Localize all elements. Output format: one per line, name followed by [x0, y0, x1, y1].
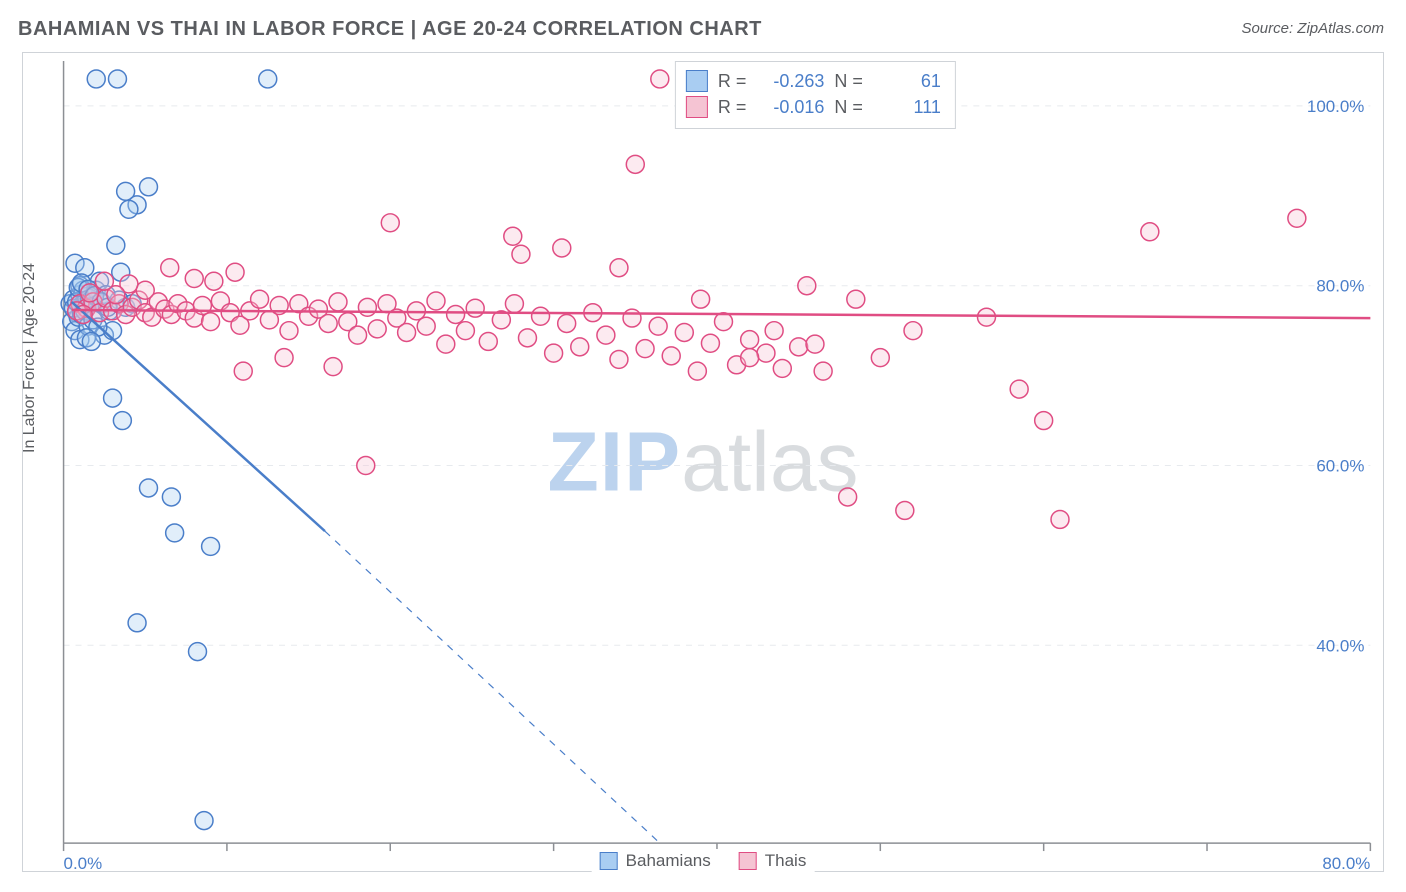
source-label: Source: ZipAtlas.com: [1241, 20, 1384, 37]
stat-N-label: N =: [834, 68, 863, 94]
swatch-bahamians-icon: [686, 70, 708, 92]
legend-label: Thais: [765, 851, 807, 871]
stat-N-label: N =: [834, 94, 863, 120]
svg-text:40.0%: 40.0%: [1316, 636, 1364, 655]
stats-box: R = -0.263 N = 61 R = -0.016 N = 111: [675, 61, 956, 129]
chart-title: BAHAMIAN VS THAI IN LABOR FORCE | AGE 20…: [18, 18, 762, 41]
scatter-plot-svg: 40.0% 60.0% 80.0% 100.0% 0.0% 80.0%: [23, 53, 1383, 871]
stat-R-label: R =: [718, 68, 747, 94]
legend: Bahamians Thais: [592, 849, 815, 873]
swatch-thais-icon: [686, 96, 708, 118]
swatch-bahamians-icon: [600, 852, 618, 870]
legend-item-thais: Thais: [739, 851, 807, 871]
svg-text:0.0%: 0.0%: [64, 854, 103, 871]
stat-N-value-bahamians: 61: [873, 68, 941, 94]
svg-text:100.0%: 100.0%: [1307, 97, 1364, 116]
legend-label: Bahamians: [626, 851, 711, 871]
stat-N-value-thais: 111: [873, 94, 941, 120]
chart-root: BAHAMIAN VS THAI IN LABOR FORCE | AGE 20…: [0, 0, 1406, 892]
stat-R-value-bahamians: -0.263: [756, 68, 824, 94]
plot-area: In Labor Force | Age 20-24 ZIPatlas 40.0…: [22, 52, 1384, 872]
stats-row-thais: R = -0.016 N = 111: [686, 94, 941, 120]
svg-text:60.0%: 60.0%: [1316, 456, 1364, 475]
svg-text:80.0%: 80.0%: [1322, 854, 1370, 871]
legend-item-bahamians: Bahamians: [600, 851, 711, 871]
stats-row-bahamians: R = -0.263 N = 61: [686, 68, 941, 94]
stat-R-value-thais: -0.016: [756, 94, 824, 120]
stat-R-label: R =: [718, 94, 747, 120]
swatch-thais-icon: [739, 852, 757, 870]
svg-text:80.0%: 80.0%: [1316, 277, 1364, 296]
